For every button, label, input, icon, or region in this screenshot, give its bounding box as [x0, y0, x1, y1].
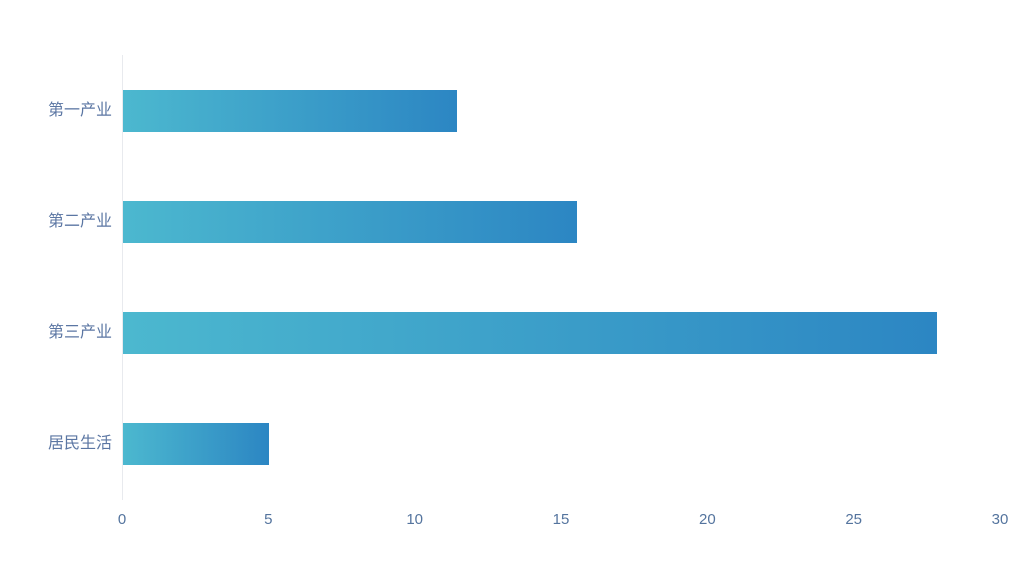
- bar-第一产业: [123, 90, 457, 132]
- x-tick-label: 15: [552, 511, 570, 528]
- category-label: 第一产业: [47, 102, 112, 119]
- y-axis-line: [122, 55, 123, 500]
- bar-第三产业: [123, 312, 937, 354]
- category-label: 第三产业: [47, 324, 112, 341]
- bar-居民生活: [123, 423, 269, 465]
- x-tick-label: 5: [264, 511, 273, 528]
- x-tick-label: 20: [698, 511, 716, 528]
- x-tick-label: 0: [117, 511, 127, 528]
- x-tick-label: 25: [845, 511, 862, 528]
- x-tick-label: 10: [406, 511, 423, 528]
- category-label: 居民生活: [47, 435, 112, 452]
- category-label: 第二产业: [47, 213, 112, 230]
- bar-第二产业: [123, 201, 577, 243]
- x-tick-label: 30: [991, 511, 1009, 528]
